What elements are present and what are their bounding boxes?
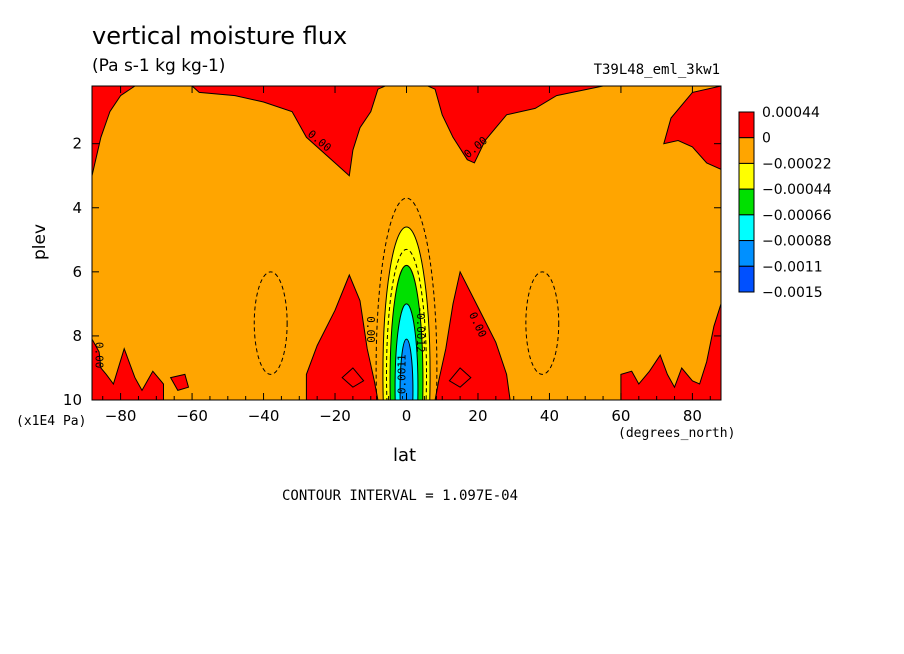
y-tick-label: 6: [72, 263, 82, 281]
contour-label: 0.00: [364, 316, 377, 343]
dashed-contour-left: [253, 271, 288, 375]
contour-interval: CONTOUR INTERVAL = 1.097E-04: [282, 488, 519, 504]
x-tick-label: 20: [468, 407, 487, 425]
red-region-lower-left-corner: [92, 338, 164, 400]
colorbar-label: −0.00066: [762, 208, 832, 224]
colorbar-swatch: [738, 137, 755, 164]
red-region-upper-right: [427, 86, 604, 164]
red-region-lower-right-corner: [620, 303, 721, 400]
x-axis-units: (degrees_north): [618, 426, 736, 441]
contour-fills: [92, 86, 721, 400]
blue-plume-core: [399, 338, 414, 400]
dataset-name: T39L48_eml_3kw1: [593, 62, 720, 78]
dashed-contour-inner: [385, 248, 428, 400]
y-tick-label: 8: [72, 327, 82, 345]
y-tick-label: 4: [72, 199, 82, 217]
colorbar-label: −0.00022: [762, 156, 832, 172]
contour-label: -0.0011: [395, 354, 408, 400]
red-region-upper-right-corner: [663, 86, 721, 170]
x-tick-label: −60: [176, 407, 208, 425]
y-tick-label: 10: [63, 391, 82, 409]
colorbar-label: 0.00044: [762, 105, 820, 121]
red-region-small-left: [169, 373, 190, 391]
x-tick-label: −80: [105, 407, 137, 425]
colorbar-swatch: [738, 240, 755, 267]
contour-label: 0.00: [93, 342, 106, 369]
colorbar-swatch: [738, 188, 755, 216]
contour-lines: [253, 197, 560, 400]
x-ticks: −80 −60 −40 −20 0 20 40 60 80: [102, 86, 711, 425]
colorbar-label: −0.0015: [762, 285, 823, 301]
y-tick-label: 2: [72, 135, 82, 153]
colorbar-label: −0.00088: [762, 234, 832, 250]
red-region-upper-left-corner: [92, 86, 136, 176]
x-tick-label: −20: [319, 407, 351, 425]
colorbar-swatch: [738, 265, 755, 293]
colorbar-swatch: [738, 111, 755, 139]
colorbar-label: 0: [762, 131, 771, 147]
x-tick-label: 80: [683, 407, 702, 425]
colorbar: 0.00044 0 −0.00022 −0.00044 −0.00066 −0.00088…: [738, 105, 832, 301]
x-tick-label: −40: [248, 407, 280, 425]
x-tick-label: 60: [611, 407, 630, 425]
x-tick-label: 40: [540, 407, 559, 425]
dashed-contour-right: [525, 271, 560, 375]
red-region-lower-right-mid: [434, 270, 511, 400]
chart-units: (Pa s-1 kg kg-1): [92, 56, 226, 76]
closed-contour-left: [341, 367, 365, 388]
y-axis-units: (x1E4 Pa): [16, 414, 87, 429]
colorbar-swatch: [738, 162, 755, 190]
colorbar-swatch: [738, 214, 755, 242]
closed-contour-right: [448, 367, 472, 388]
dashed-contour-outer: [375, 197, 438, 400]
y-ticks: 2 4 6 8 10: [63, 135, 721, 409]
colorbar-label: −0.00044: [762, 182, 832, 198]
chart-title: vertical moisture flux: [92, 22, 348, 50]
red-region-upper-left: [191, 86, 386, 177]
x-axis-label: lat: [393, 445, 417, 466]
plot-area: [92, 86, 721, 400]
colorbar-label: −0.0011: [762, 259, 823, 275]
x-tick-label: 0: [402, 407, 412, 425]
contour-label: -0.0012: [414, 306, 427, 352]
